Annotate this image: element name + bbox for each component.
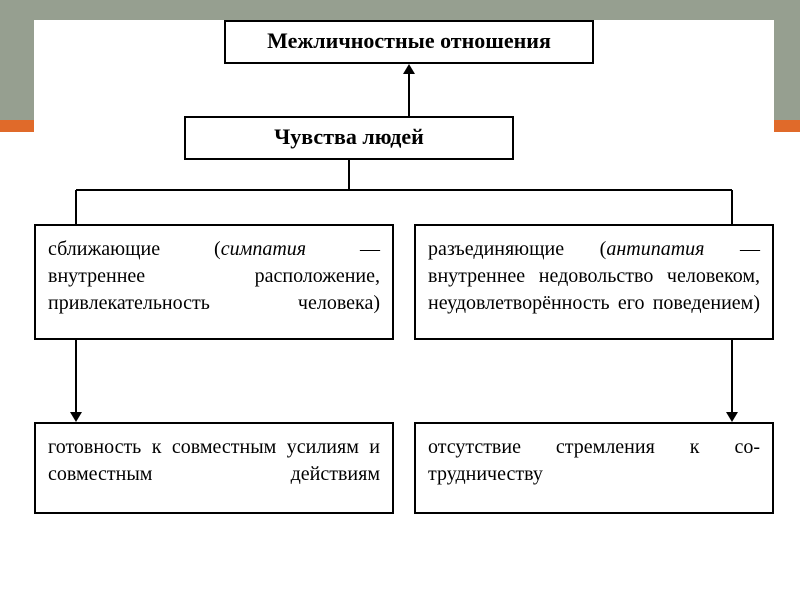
box-interpersonal-relations: Межличностные отношения xyxy=(224,20,594,64)
t: разъединяющие ( xyxy=(428,238,606,260)
text-readiness: готовность к совместным уси­лиям и совме… xyxy=(48,436,380,485)
box-readiness: готовность к совместным уси­лиям и совме… xyxy=(34,422,394,514)
diagram-area: Межличностные отношения Чувства людей сб… xyxy=(34,20,774,580)
t: сближающие ( xyxy=(48,238,221,260)
title-top: Межличностные отношения xyxy=(267,28,551,53)
page: Межличностные отношения Чувства людей сб… xyxy=(0,0,800,600)
box-sympathy: сближающие (симпатия — внутреннее распол… xyxy=(34,224,394,340)
em-sympathy: симпатия xyxy=(221,238,306,260)
box-antipathy: разъединяющие (антипа­тия — внутреннее н… xyxy=(414,224,774,340)
text-sympathy: сближающие (симпатия — внутреннее распол… xyxy=(36,226,392,327)
box-feelings: Чувства людей xyxy=(184,116,514,160)
box-no-cooperation: отсутствие стремления к со­трудничеству xyxy=(414,422,774,514)
title-mid: Чувства людей xyxy=(274,124,424,149)
em-antipathy: антипа­тия xyxy=(606,238,704,260)
text-antipathy: разъединяющие (антипа­тия — внутреннее н… xyxy=(416,226,772,327)
text-no-cooperation: отсутствие стремления к со­трудничеству xyxy=(428,436,760,485)
